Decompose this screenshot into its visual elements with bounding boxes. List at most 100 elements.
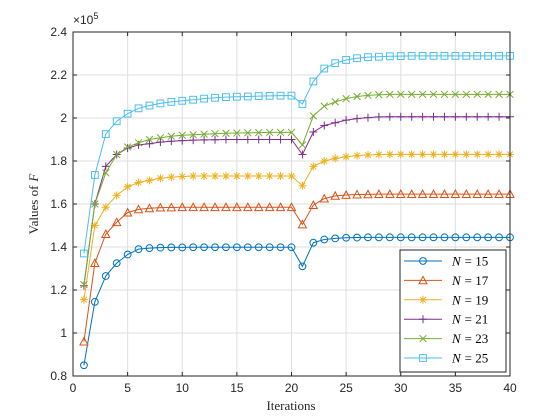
data-point (309, 127, 318, 136)
legend-label: N = 17 (451, 273, 489, 288)
legend-label: N = 21 (451, 312, 488, 327)
data-point (462, 150, 471, 159)
series-2 (79, 189, 515, 346)
data-point (211, 135, 220, 144)
data-point (320, 121, 329, 130)
data-point (144, 203, 155, 213)
data-point (243, 172, 252, 181)
data-point (298, 100, 307, 108)
data-point (90, 258, 100, 268)
data-point (461, 189, 472, 199)
data-point (297, 219, 308, 229)
y-tick-label: 2.2 (50, 68, 67, 82)
data-point (495, 112, 504, 121)
y-tick-label: 2.4 (50, 25, 67, 39)
legend-var: N (451, 312, 462, 327)
data-point (101, 272, 110, 280)
data-point (221, 135, 230, 144)
data-point (440, 90, 449, 99)
legend-var: N (451, 351, 462, 366)
data-point (364, 91, 372, 100)
data-point (495, 51, 503, 60)
data-point (385, 112, 394, 121)
data-point (167, 173, 176, 182)
legend-var: N (451, 292, 462, 307)
data-point (264, 202, 275, 212)
data-point (275, 202, 286, 212)
x-tick-label: 5 (124, 381, 131, 395)
data-point (342, 152, 351, 161)
data-point (384, 189, 395, 199)
x-tick-label: 40 (503, 381, 517, 395)
data-point (451, 51, 460, 60)
legend-value: = 23 (465, 331, 489, 346)
data-point (353, 151, 362, 160)
legend-var: N (451, 331, 462, 346)
ticks (72, 31, 511, 377)
data-point (418, 112, 427, 121)
data-point (134, 138, 143, 147)
data-point (309, 77, 318, 86)
data-point (331, 98, 339, 106)
data-point (243, 135, 252, 144)
legend-var: N (451, 254, 462, 269)
data-point (407, 112, 416, 121)
data-point (320, 235, 329, 244)
data-point (342, 94, 350, 103)
data-point (484, 112, 493, 121)
y-tick-label: 1.4 (50, 240, 67, 254)
legend-value: = 19 (465, 292, 489, 307)
data-point (178, 131, 187, 139)
data-point (342, 116, 351, 125)
data-point (473, 112, 482, 121)
data-point (123, 250, 132, 259)
legend-value: = 25 (465, 351, 489, 366)
data-point (462, 51, 471, 60)
data-point (363, 113, 372, 122)
data-point (188, 202, 199, 212)
data-point (189, 172, 198, 181)
data-point (189, 136, 198, 145)
data-point (473, 90, 481, 99)
data-point (298, 262, 307, 271)
data-point (276, 128, 285, 137)
data-point (429, 150, 438, 159)
data-point (276, 135, 285, 144)
data-point (233, 129, 241, 137)
legend-value: = 15 (465, 254, 489, 269)
legend-swatch-marker (418, 275, 428, 285)
data-point (363, 189, 373, 199)
data-point (102, 169, 110, 177)
data-point (265, 128, 274, 137)
legend-entry-1: N = 15 (404, 254, 488, 269)
data-point (232, 172, 241, 181)
data-point (122, 207, 133, 217)
data-point (385, 150, 394, 159)
tick-labels: 0 5 10 15 20 25 30 35 40 0.8 1 1.2 1.4 1.6 1.8 2 2.2 2.4 (50, 25, 517, 395)
x-tick-label: 20 (285, 381, 299, 395)
data-point (222, 243, 230, 252)
data-point (364, 233, 372, 242)
data-point (483, 189, 493, 199)
data-point (418, 51, 427, 60)
data-point (462, 90, 471, 99)
legend-entry-4: N = 21 (404, 312, 488, 327)
data-point (90, 297, 99, 306)
data-point (309, 112, 318, 120)
y-tick-label: 1.8 (50, 154, 67, 168)
data-point (287, 91, 296, 100)
data-point (342, 56, 351, 64)
data-point (189, 243, 198, 252)
data-point (254, 135, 263, 144)
x-tick-label: 25 (339, 381, 353, 395)
data-point (429, 233, 438, 242)
data-point (200, 243, 209, 252)
data-point (80, 280, 88, 289)
data-point (211, 243, 219, 252)
data-point (418, 233, 427, 242)
data-point (276, 172, 285, 181)
data-point (287, 172, 296, 181)
data-point (429, 51, 438, 60)
data-point (254, 243, 263, 252)
